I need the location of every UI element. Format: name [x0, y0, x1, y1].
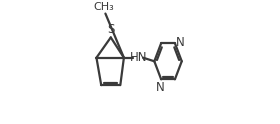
Text: N: N — [156, 81, 165, 94]
Text: CH₃: CH₃ — [94, 2, 115, 12]
Text: N: N — [176, 36, 185, 49]
Text: S: S — [108, 23, 115, 36]
Text: HN: HN — [130, 51, 147, 64]
